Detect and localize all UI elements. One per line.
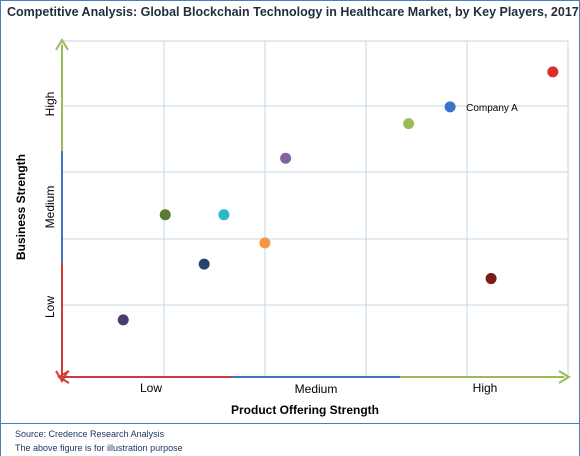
data-point-label-8: Company A [466,103,518,114]
data-point-7 [403,118,415,130]
data-point-5 [259,237,271,249]
x-axis-arrow [558,370,571,384]
x-axis-arrow-left [57,370,70,384]
y-tick-high: High [43,92,57,117]
x-tick-low: Low [140,381,162,395]
data-point-2 [159,209,171,221]
x-tick-medium: Medium [295,382,338,396]
y-axis-title: Business Strength [14,154,28,260]
grid [61,40,569,378]
scatter-chart: Low Medium High Low Medium High Business… [14,38,571,417]
x-tick-high: High [473,381,498,395]
data-point-6 [280,152,292,164]
source-note: Source: Credence Research Analysis [15,429,165,439]
y-tick-low: Low [43,296,57,318]
chart-title: Competitive Analysis: Global Blockchain … [7,5,579,19]
footer: Source: Credence Research Analysis The a… [1,423,579,456]
data-point-10 [547,66,559,78]
y-tick-medium: Medium [43,186,57,229]
data-points: Company A [117,66,559,326]
data-point-9 [485,273,497,285]
disclaimer-note: The above figure is for illustration pur… [15,443,183,453]
y-axis-arrow [55,38,69,51]
x-axis-title: Product Offering Strength [231,403,379,417]
data-point-4 [218,209,230,221]
data-point-1 [117,314,129,326]
y-axis-arrow-bottom [55,370,69,383]
data-point-3 [198,258,210,270]
axes [55,38,571,384]
data-point-8 [444,101,456,113]
